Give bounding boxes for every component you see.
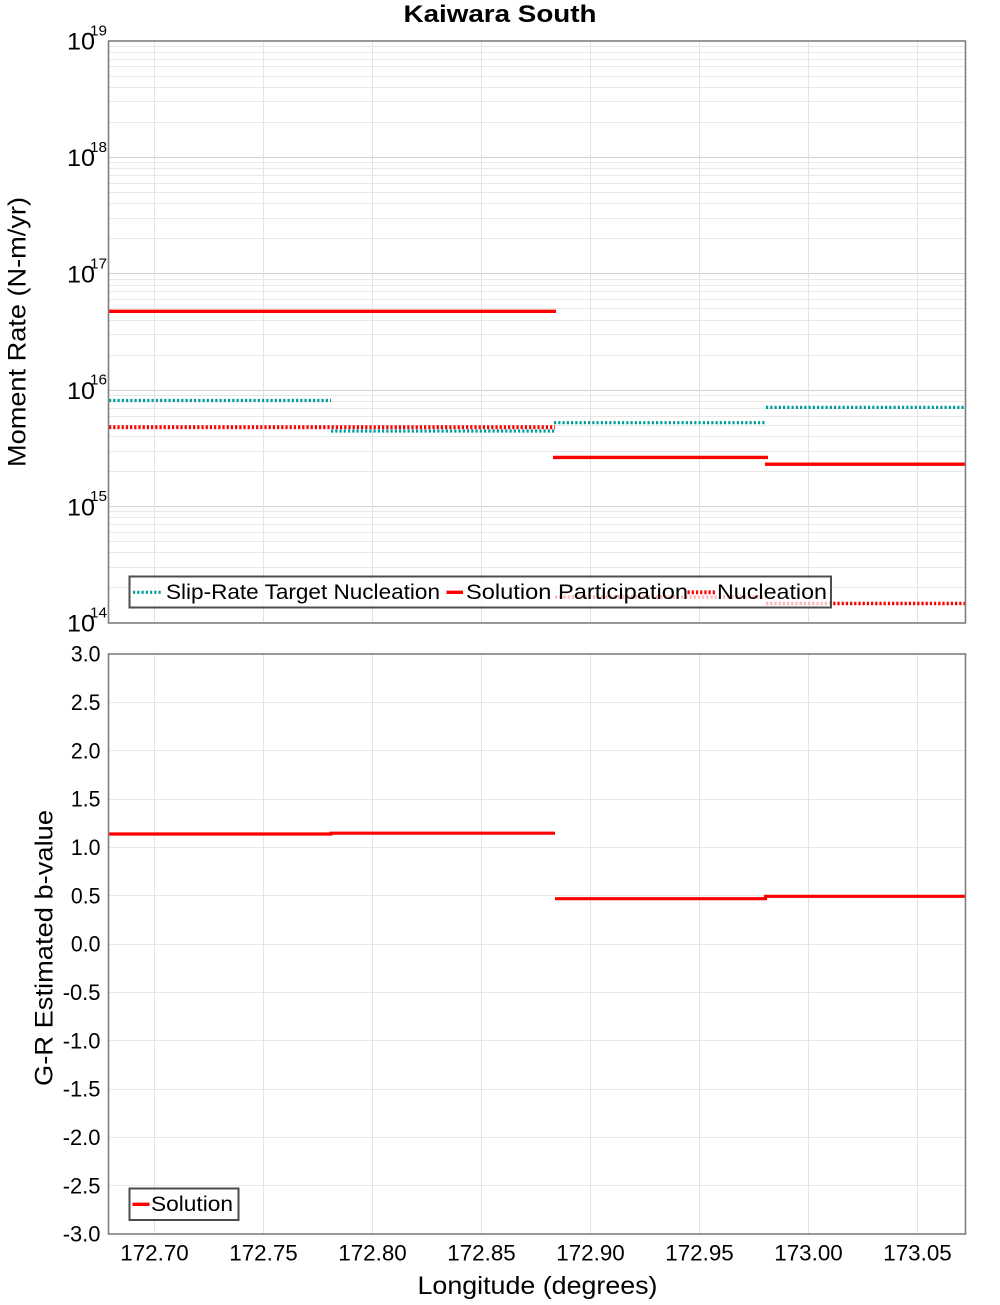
svg-text:-2.5: -2.5	[63, 1173, 101, 1198]
svg-text:172.85: 172.85	[447, 1241, 516, 1266]
svg-text:17: 17	[90, 255, 107, 272]
svg-text:-1.5: -1.5	[63, 1077, 101, 1102]
svg-text:16: 16	[90, 372, 107, 389]
svg-text:Moment Rate (N-m/yr): Moment Rate (N-m/yr)	[4, 197, 32, 467]
svg-text:-1.0: -1.0	[63, 1028, 101, 1053]
svg-text:10: 10	[67, 145, 95, 172]
svg-text:1.5: 1.5	[71, 787, 101, 812]
svg-text:-0.5: -0.5	[63, 980, 101, 1005]
svg-text:18: 18	[90, 139, 107, 156]
svg-text:-3.0: -3.0	[63, 1222, 101, 1247]
svg-text:Slip-Rate Target Nucleation: Slip-Rate Target Nucleation	[166, 581, 440, 604]
svg-text:0.5: 0.5	[71, 883, 101, 908]
svg-text:10: 10	[67, 494, 95, 521]
svg-text:-2.0: -2.0	[63, 1125, 101, 1150]
svg-text:Nucleation: Nucleation	[717, 581, 827, 604]
svg-text:172.80: 172.80	[338, 1241, 407, 1266]
svg-text:19: 19	[90, 23, 107, 40]
svg-text:10: 10	[67, 611, 95, 638]
svg-text:2.5: 2.5	[71, 690, 101, 715]
svg-text:172.95: 172.95	[665, 1241, 734, 1266]
svg-text:10: 10	[67, 29, 95, 56]
svg-text:1.0: 1.0	[71, 835, 101, 860]
svg-text:173.00: 173.00	[774, 1241, 843, 1266]
svg-text:G-R Estimated b-value: G-R Estimated b-value	[31, 810, 59, 1086]
svg-text:Longitude (degrees): Longitude (degrees)	[418, 1272, 658, 1300]
svg-text:0.0: 0.0	[71, 932, 101, 957]
svg-text:172.75: 172.75	[229, 1241, 298, 1266]
svg-text:10: 10	[67, 262, 95, 289]
svg-text:173.05: 173.05	[883, 1241, 952, 1266]
svg-text:Kaiwara South: Kaiwara South	[404, 1, 597, 28]
svg-text:172.70: 172.70	[120, 1241, 189, 1266]
svg-text:14: 14	[90, 605, 107, 622]
svg-text:Solution Participation: Solution Participation	[466, 581, 688, 604]
svg-text:15: 15	[90, 488, 107, 505]
svg-text:Solution: Solution	[151, 1193, 233, 1216]
svg-text:3.0: 3.0	[71, 642, 101, 667]
svg-text:172.90: 172.90	[556, 1241, 625, 1266]
svg-text:10: 10	[67, 378, 95, 405]
svg-text:2.0: 2.0	[71, 738, 101, 763]
